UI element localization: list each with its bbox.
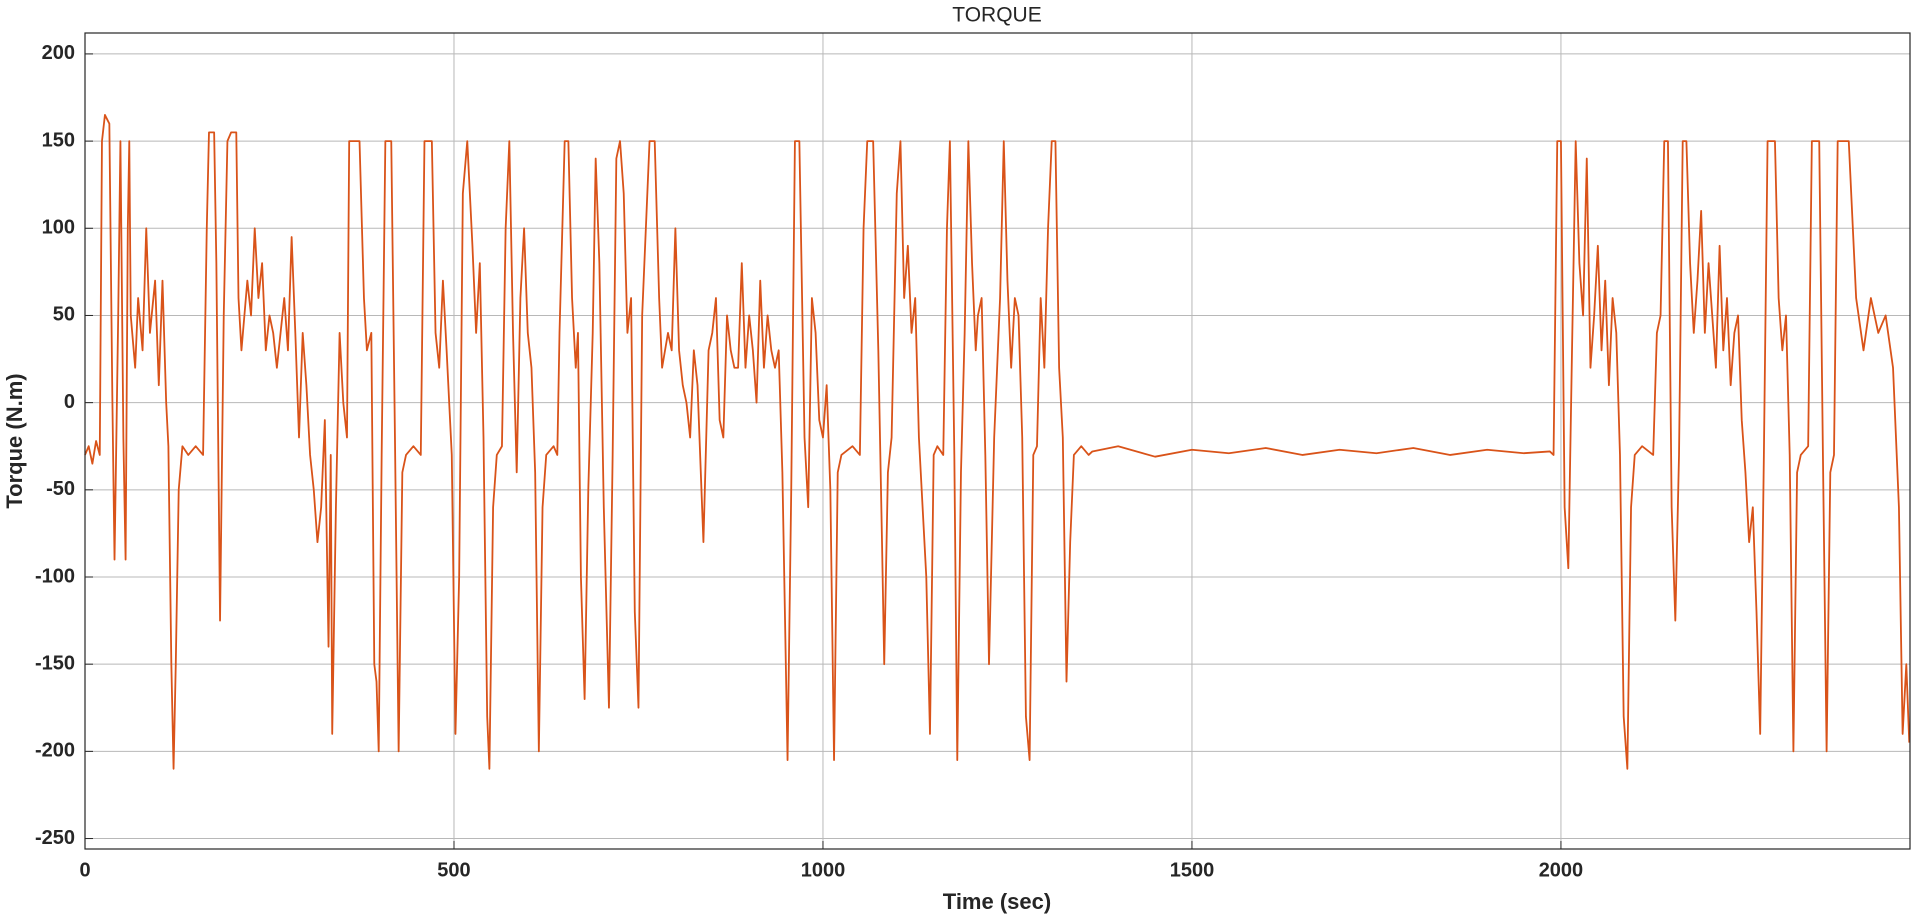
y-tick-label: 150 [42, 129, 75, 151]
x-tick-label: 2000 [1539, 859, 1584, 881]
y-tick-label: -200 [35, 740, 75, 762]
x-tick-label: 1500 [1170, 859, 1215, 881]
y-tick-label: 0 [64, 391, 75, 413]
x-axis-label: Time (sec) [943, 889, 1051, 914]
y-tick-label: -250 [35, 827, 75, 849]
y-tick-label: 200 [42, 42, 75, 64]
chart-title: TORQUE [952, 4, 1041, 27]
y-tick-label: -100 [35, 565, 75, 587]
x-tick-label: 0 [79, 859, 90, 881]
x-tick-label: 1000 [801, 859, 846, 881]
y-tick-label: 50 [53, 304, 75, 326]
x-tick-label: 500 [437, 859, 470, 881]
y-tick-label: 100 [42, 217, 75, 239]
y-tick-label: -150 [35, 652, 75, 674]
plot-area [84, 114, 1911, 770]
axes-frame [84, 32, 1911, 850]
y-axis-label: Torque (N.m) [2, 373, 27, 508]
y-tick-label: -50 [46, 478, 75, 500]
data-line [84, 114, 1911, 770]
tick-labels: 0 500 1000 1500 2000 -250 -200 -150 -100 -50 0 50 10… [35, 42, 1583, 881]
